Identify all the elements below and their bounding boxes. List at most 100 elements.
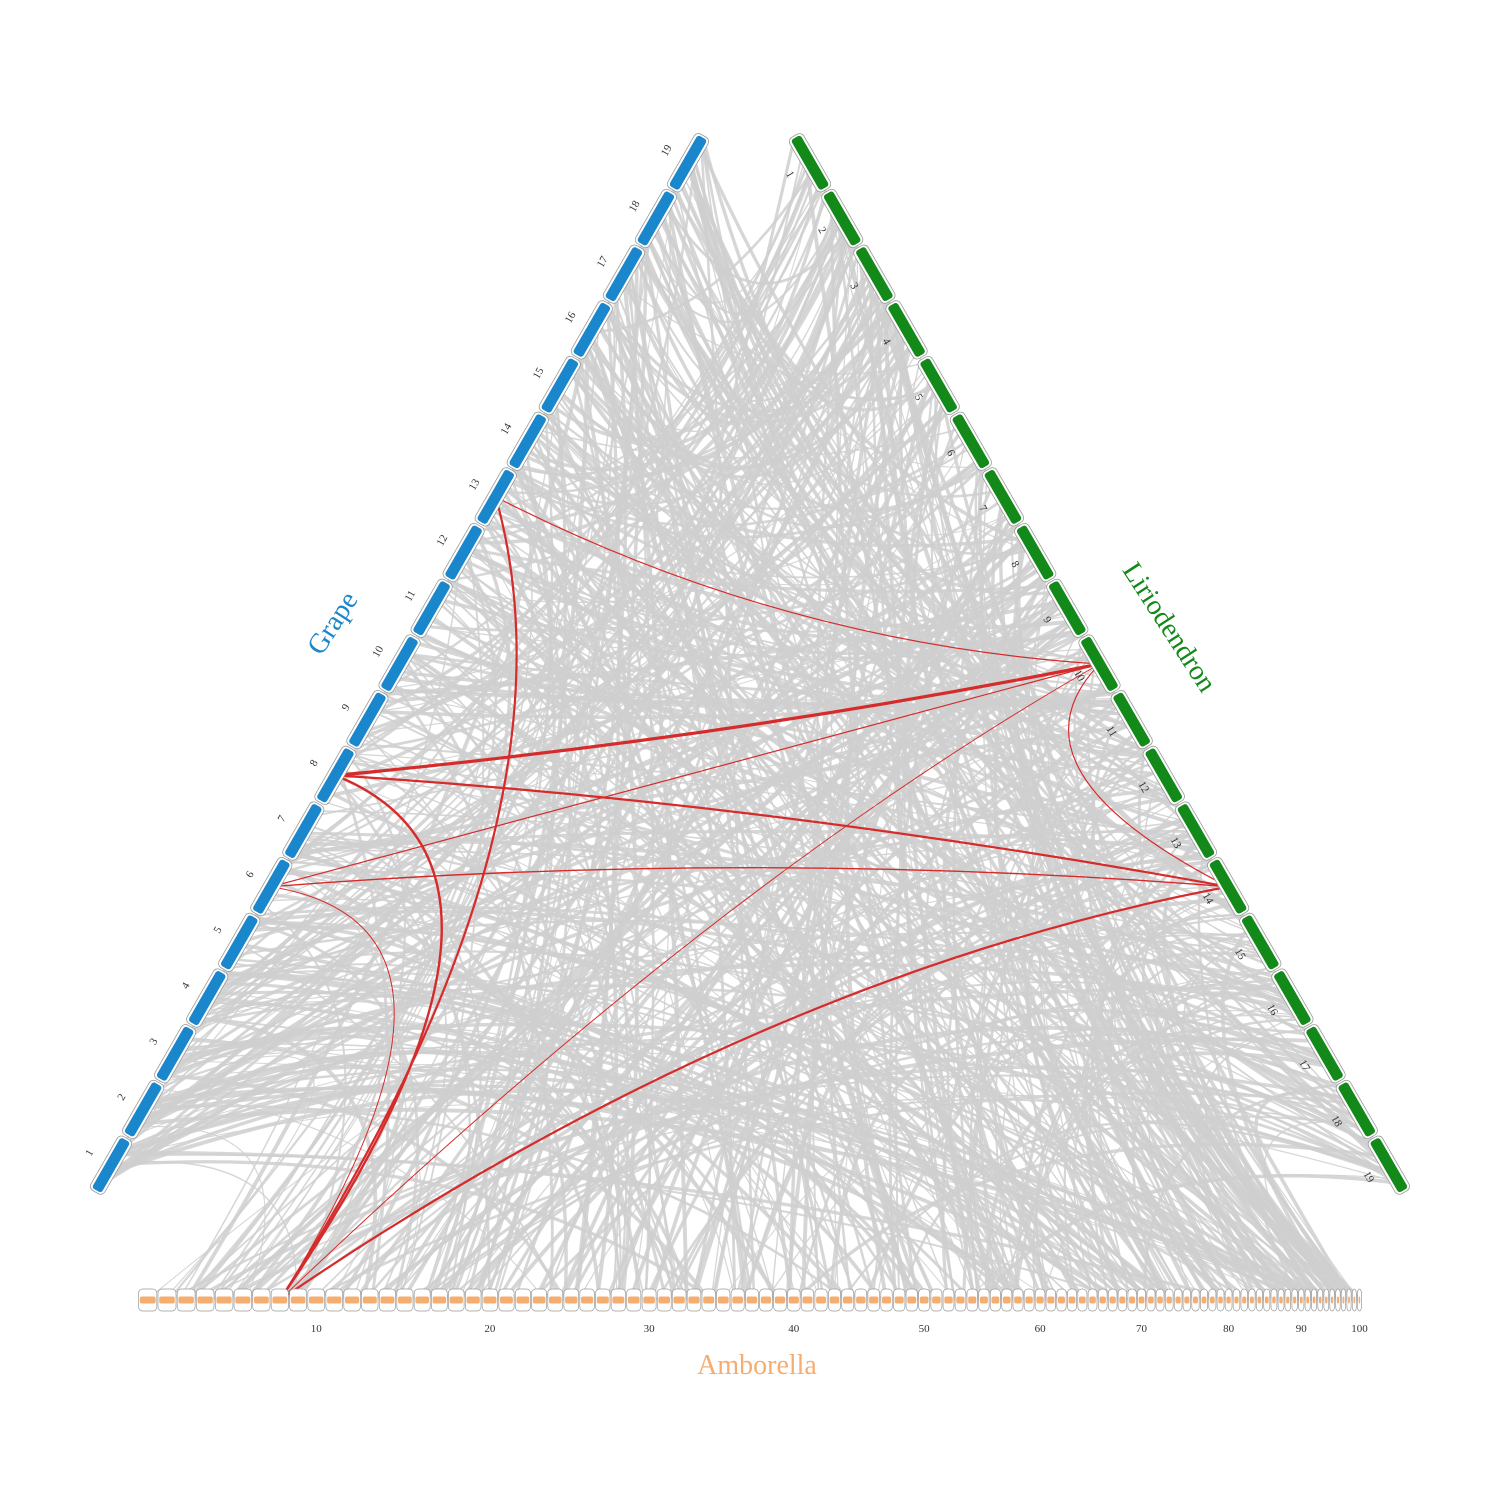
synteny-link — [624, 272, 672, 1301]
synteny-link — [1063, 930, 1254, 1301]
scaffold-amborella-52 — [942, 1288, 955, 1312]
scaffold-amborella-73 — [1164, 1288, 1174, 1312]
synteny-link — [512, 463, 748, 1301]
chromosome-grape-19 — [666, 133, 710, 193]
scaffold-amborella-26 — [579, 1288, 595, 1312]
synteny-link — [143, 263, 870, 1110]
scaffold-amborella-19 — [465, 1288, 482, 1312]
scaffold-amborella-3 — [176, 1288, 196, 1312]
synteny-link — [426, 184, 676, 1301]
highlighted-link — [335, 662, 1100, 777]
scaffold-amborella-72 — [1155, 1288, 1165, 1312]
synteny-link — [903, 387, 957, 1301]
scaffold-amborella-6 — [233, 1288, 252, 1312]
chromosome-label-grape: 2 — [115, 1092, 128, 1103]
synteny-link — [387, 400, 950, 1302]
synteny-link — [243, 535, 1028, 1302]
chromosome-grape-18 — [634, 188, 677, 249]
synteny-link — [377, 406, 953, 704]
chromosome-label-liriodendron: 5 — [912, 392, 925, 403]
synteny-link — [642, 238, 793, 1301]
scaffold-amborella-63 — [1067, 1288, 1077, 1312]
synteny-link — [187, 530, 512, 1302]
scaffold-amborella-24 — [547, 1288, 564, 1312]
background-synteny-links — [97, 135, 1401, 1302]
synteny-link — [930, 394, 1188, 1301]
synteny-link — [468, 542, 1138, 1301]
scaffold-amborella-92 — [1311, 1288, 1317, 1312]
synteny-link — [512, 193, 829, 476]
synteny-link — [210, 992, 1051, 1301]
scaffold-amborella-68 — [1117, 1288, 1127, 1312]
synteny-link — [308, 1091, 1354, 1302]
synteny-link — [641, 241, 1114, 690]
scaffold-amborella-22 — [514, 1288, 531, 1312]
chromosome-liriodendron-6 — [949, 411, 992, 471]
chromosome-label-grape: 17 — [595, 254, 611, 270]
synteny-link — [548, 207, 838, 442]
synteny-link — [589, 333, 931, 485]
chromosome-grape-5 — [218, 912, 261, 972]
synteny-link — [1161, 835, 1341, 1302]
synteny-link — [605, 301, 915, 1301]
scaffold-amborella-80 — [1224, 1288, 1233, 1312]
chromosome-label-liriodendron: 6 — [944, 448, 957, 459]
highlighted-link — [271, 663, 1100, 888]
chromosome-liriodendron-10 — [1078, 634, 1121, 694]
synteny-link — [204, 1001, 689, 1301]
scaffold-amborella-16 — [413, 1288, 431, 1312]
synteny-link — [202, 213, 842, 1006]
synteny-link — [193, 991, 821, 1301]
scaffold-amborella-94 — [1323, 1288, 1330, 1312]
scaffold-amborella-85 — [1263, 1288, 1271, 1312]
synteny-link — [195, 401, 951, 1018]
chromosome-label-grape: 8 — [308, 757, 321, 768]
scaffold-amborella-34 — [701, 1288, 716, 1312]
chromosome-label-grape: 10 — [370, 644, 386, 660]
synteny-link — [585, 338, 952, 1301]
chromosome-liriodendron-5 — [917, 356, 960, 416]
chromosome-liriodendron-4 — [885, 300, 928, 360]
highlighted-link — [278, 496, 518, 1301]
chromosome-label-grape: 6 — [244, 869, 257, 880]
scaffold-amborella-75 — [1182, 1288, 1191, 1312]
chromosome-grape-4 — [186, 968, 229, 1028]
synteny-link — [238, 688, 1116, 945]
chromosome-label-liriodendron: 11 — [1103, 724, 1119, 739]
synteny-link — [104, 770, 1162, 1177]
synteny-link — [220, 972, 973, 1302]
synteny-link — [339, 252, 639, 1301]
chromosome-label-grape: 3 — [147, 1036, 160, 1047]
synteny-link — [390, 585, 1056, 1301]
scaffold-amborella-51 — [930, 1288, 943, 1312]
synteny-link — [116, 1153, 1127, 1301]
chromosome-liriodendron-13 — [1174, 801, 1218, 861]
synteny-link — [433, 619, 1076, 1301]
chromosome-liriodendron-15 — [1239, 912, 1282, 972]
synteny-link — [415, 633, 651, 1301]
scaffold-amborella-23 — [531, 1288, 547, 1312]
synteny-link — [1204, 1102, 1397, 1301]
scaffold-amborella-89 — [1291, 1288, 1298, 1312]
scaffold-amborella-93 — [1317, 1288, 1324, 1312]
synteny-link — [196, 1016, 1333, 1301]
chromosome-liriodendron-12 — [1142, 745, 1185, 805]
species-label-liriodendron: Liriodendron — [1116, 557, 1222, 698]
synteny-link — [291, 849, 1264, 950]
scaffold-amborella-69 — [1127, 1288, 1137, 1312]
scaffold-amborella-91 — [1304, 1288, 1311, 1312]
synteny-link — [649, 227, 940, 401]
synteny-link — [796, 817, 1190, 1301]
highlighted-link — [1067, 663, 1229, 888]
scaffold-tick-label: 100 — [1351, 1323, 1368, 1335]
scaffold-amborella-60 — [1034, 1288, 1046, 1312]
synteny-link — [1197, 1028, 1311, 1301]
chromosome-label-grape: 12 — [434, 533, 450, 549]
chromosome-grape-8 — [314, 745, 357, 805]
chromosome-grape-1 — [89, 1135, 133, 1195]
chromosome-liriodendron-16 — [1271, 968, 1314, 1028]
synteny-link — [404, 653, 681, 1301]
scaffold-amborella-71 — [1146, 1288, 1156, 1312]
scaffold-tick-label: 80 — [1223, 1323, 1235, 1335]
